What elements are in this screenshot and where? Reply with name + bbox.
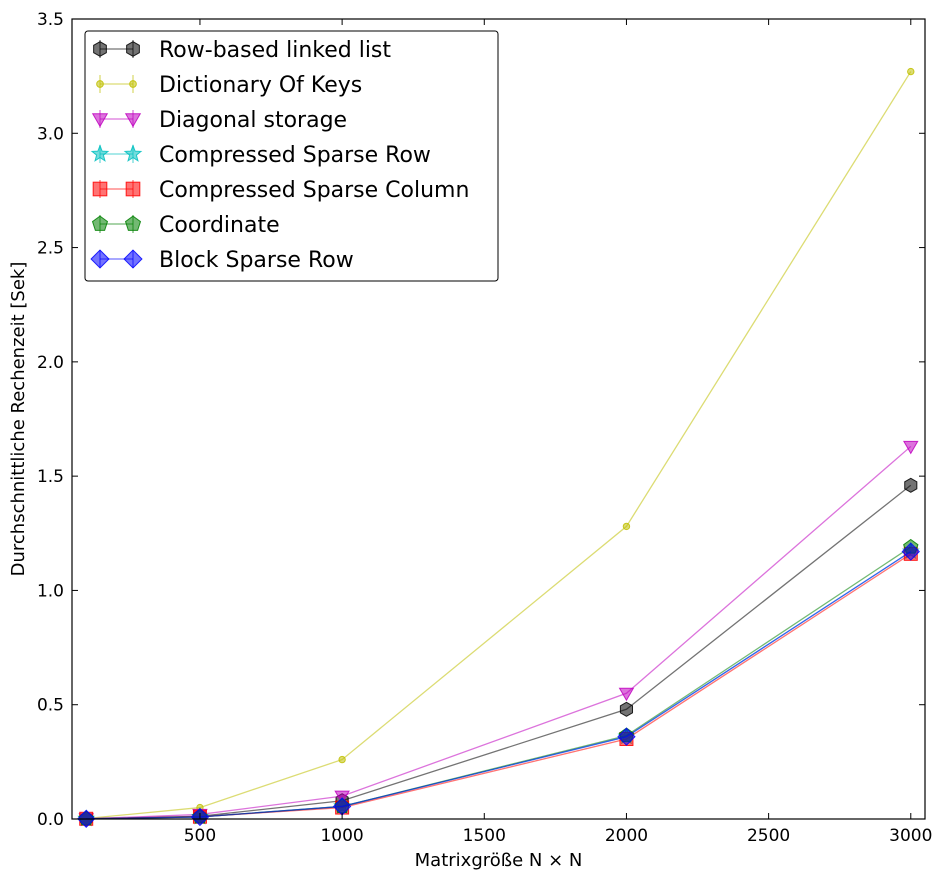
legend-entry: Row-based linked list [93, 38, 391, 63]
legend-marker [90, 249, 110, 269]
legend-marker [96, 80, 104, 88]
x-tick-label: 500 [184, 826, 216, 846]
series-4 [79, 546, 918, 826]
y-axis-title: Durchschnittliche Rechenzeit [Sek] [8, 262, 29, 577]
x-tick-label: 2500 [747, 826, 790, 846]
series-line [86, 553, 912, 820]
axis-ticks: 500 1000 1500 2000 2500 3000 0.0 0.5 1.0 1.5 2.0 2.… [37, 10, 932, 846]
legend-label: Compressed Sparse Column [159, 178, 469, 203]
legend-marker [92, 181, 108, 197]
legend-marker [123, 249, 143, 269]
y-tick-label: 0.0 [37, 810, 64, 830]
legend-marker [125, 181, 141, 197]
legend-marker [123, 144, 143, 162]
y-tick-label: 3.5 [37, 10, 64, 30]
series-line [86, 551, 912, 820]
x-axis-title: Matrixgröße N × N [415, 850, 583, 871]
y-tick-label: 3.0 [37, 124, 64, 144]
legend-entry: Compressed Sparse Row [90, 143, 431, 168]
data-point [902, 440, 919, 455]
series-line [86, 551, 912, 820]
data-point [619, 701, 634, 717]
legend-entry: Coordinate [91, 213, 280, 238]
legend-marker [126, 41, 140, 57]
y-tick-label: 1.0 [37, 581, 64, 601]
legend-box [84, 30, 499, 282]
legend-marker [90, 144, 110, 162]
series-line [86, 546, 912, 820]
x-tick-label: 2000 [605, 826, 648, 846]
legend-label: Coordinate [159, 213, 280, 238]
series-6 [77, 542, 920, 828]
x-tick-label: 1000 [320, 826, 363, 846]
data-point [901, 542, 920, 561]
x-tick-label: 1500 [463, 826, 506, 846]
data-point [338, 755, 346, 764]
x-tick-label: 3000 [889, 826, 932, 846]
legend-entry: Dictionary Of Keys [96, 73, 362, 98]
series-3 [77, 542, 920, 827]
y-tick-label: 2.0 [37, 353, 64, 373]
data-point [904, 477, 918, 493]
data-point [617, 727, 636, 746]
legend-label: Diagonal storage [159, 108, 347, 133]
legend-marker [93, 41, 107, 57]
series-5 [78, 538, 919, 826]
legend-label: Block Sparse Row [159, 248, 354, 273]
legend-marker [124, 215, 142, 231]
legend: Row-based linked list Dictionary Of Keys D… [84, 30, 499, 282]
data-point [618, 687, 635, 702]
legend-marker [129, 80, 137, 88]
legend-label: Compressed Sparse Row [159, 143, 431, 168]
y-tick-label: 1.5 [37, 467, 64, 487]
legend-marker [91, 215, 109, 231]
legend-label: Dictionary Of Keys [159, 73, 362, 98]
y-tick-label: 0.5 [37, 696, 64, 716]
legend-label: Row-based linked list [159, 38, 391, 63]
legend-entry: Block Sparse Row [90, 248, 354, 273]
legend-entry: Diagonal storage [91, 108, 347, 133]
legend-marker [124, 113, 142, 128]
legend-marker [91, 113, 109, 128]
axes-frame [71, 18, 926, 820]
data-point [907, 67, 915, 76]
data-point [622, 522, 631, 531]
series-0 [79, 477, 918, 827]
plot-area [77, 67, 920, 828]
legend-entry: Compressed Sparse Column [92, 178, 469, 203]
y-tick-label: 2.5 [37, 239, 64, 259]
